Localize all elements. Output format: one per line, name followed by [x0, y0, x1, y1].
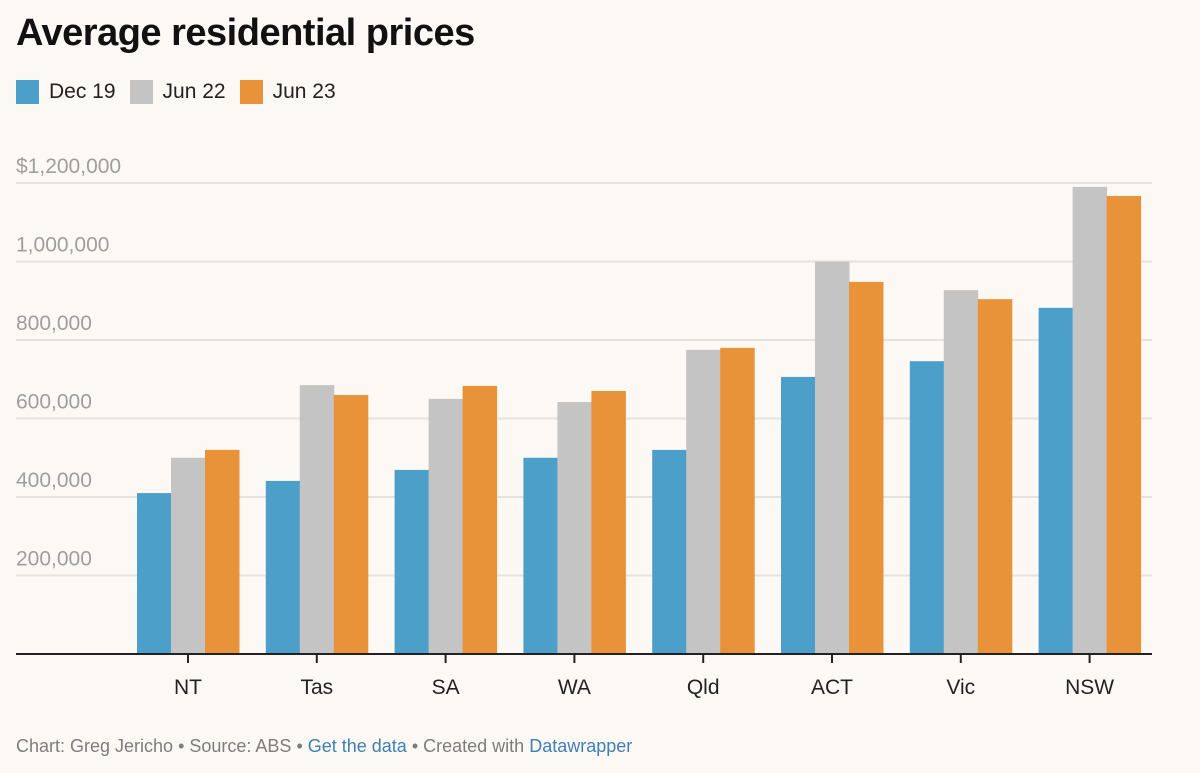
bar-nt-jun22 [171, 457, 206, 654]
footer: Chart: Greg Jericho • Source: ABS • Get … [16, 736, 632, 757]
footer-source: Source: ABS [189, 736, 292, 756]
y-tick-label: $1,200,000 [16, 155, 121, 178]
bar-vic-jun23 [977, 299, 1013, 654]
y-tick-label: 600,000 [16, 391, 92, 414]
bar-wa-jun23 [591, 391, 626, 654]
x-tick-label: NSW [1065, 676, 1114, 699]
bar-wa-jun22 [557, 402, 592, 654]
bar-qld-dec19 [652, 449, 687, 654]
footer-author: Chart: Greg Jericho [16, 736, 174, 756]
legend-swatch [239, 80, 263, 104]
footer-separator: • [406, 736, 424, 756]
y-tick-label: 200,000 [16, 548, 92, 571]
x-axis: NT Tas SA WA Qld ACT Vic NSW [16, 653, 1152, 699]
bar-qld-jun22 [686, 349, 721, 654]
legend-label: Jun 22 [162, 80, 226, 103]
datawrapper-link[interactable]: Datawrapper [529, 736, 633, 756]
get-the-data-link[interactable]: Get the data [307, 736, 407, 756]
y-tick-label: 800,000 [16, 312, 92, 335]
chart-title: Average residential prices [16, 12, 475, 54]
legend-item-jun22: Jun 22 [129, 80, 226, 104]
legend-swatch [16, 80, 39, 104]
bar-sa-jun22 [428, 398, 464, 654]
bar-nt-dec19 [137, 493, 172, 654]
legend: Dec 19 Jun 22 Jun 23 [16, 80, 350, 104]
bar-nsw-dec19 [1038, 307, 1074, 654]
bar-nsw-jun23 [1106, 195, 1142, 654]
bar-tas-jun22 [299, 385, 335, 654]
bar-act-jun23 [849, 281, 884, 654]
legend-label: Jun 23 [272, 80, 336, 103]
x-tick-label: ACT [811, 676, 853, 699]
bars [137, 186, 1142, 655]
legend-item-jun23: Jun 23 [239, 80, 336, 104]
y-tick-label: 400,000 [16, 469, 92, 492]
footer-created-with: Created with [423, 736, 530, 756]
x-tick-label: SA [432, 676, 460, 699]
x-tick-label: NT [174, 676, 202, 699]
legend-item-dec19: Dec 19 [16, 80, 116, 104]
y-tick-label: 1,000,000 [16, 234, 109, 257]
footer-separator: • [173, 736, 190, 756]
bar-act-jun22 [815, 261, 850, 654]
legend-swatch [129, 80, 153, 104]
bar-vic-dec19 [909, 361, 945, 654]
bar-sa-jun23 [462, 385, 498, 654]
x-tick-label: Vic [946, 676, 975, 699]
bar-vic-jun22 [943, 290, 979, 654]
x-tick-label: Tas [300, 676, 333, 699]
footer-separator: • [291, 736, 308, 756]
legend-label: Dec 19 [49, 80, 116, 103]
bar-nt-jun23 [205, 449, 240, 654]
bar-nsw-jun22 [1072, 186, 1108, 655]
bar-tas-jun23 [333, 394, 369, 654]
bar-qld-jun23 [720, 347, 755, 654]
x-tick-label: WA [558, 676, 591, 699]
bar-sa-dec19 [394, 469, 430, 654]
bar-tas-dec19 [265, 480, 301, 654]
bar-act-dec19 [781, 376, 816, 654]
bar-wa-dec19 [523, 457, 558, 654]
y-axis-ticks: 200,000 400,000 600,000 800,000 1,000,000 $1,… [16, 155, 121, 571]
x-tick-label: Qld [687, 676, 720, 699]
